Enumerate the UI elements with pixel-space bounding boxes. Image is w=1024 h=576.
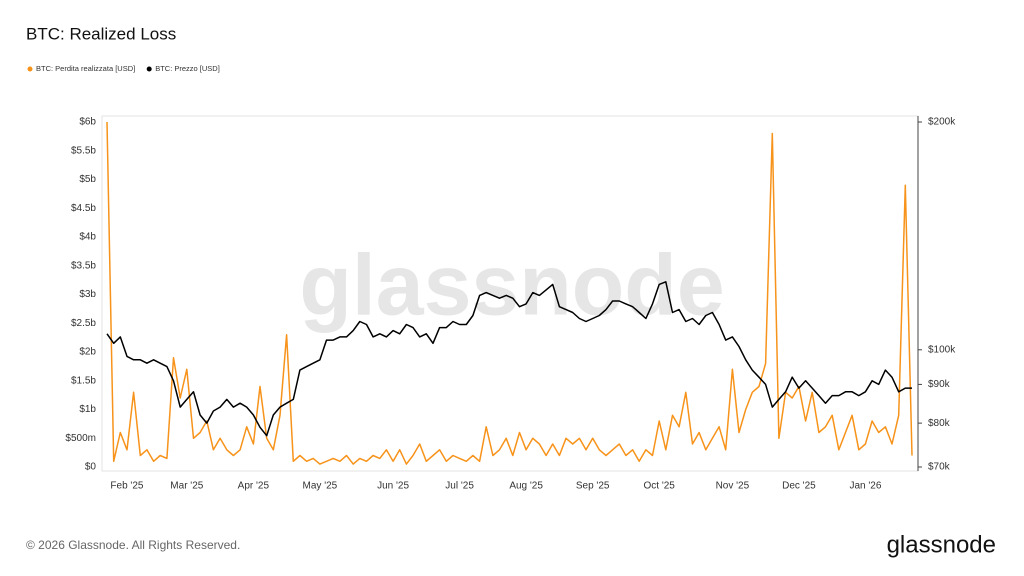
x-tick-label: Jun '25 bbox=[377, 481, 409, 492]
legend-label: BTC: Prezzo [USD] bbox=[155, 64, 220, 73]
legend-swatch bbox=[27, 66, 33, 72]
legend-label: BTC: Perdita realizzata [USD] bbox=[36, 64, 135, 73]
chart-title: BTC: Realized Loss bbox=[26, 24, 176, 43]
x-tick-label: Apr '25 bbox=[238, 481, 270, 492]
series-line bbox=[106, 121, 913, 465]
y-tick-label: $3.5b bbox=[71, 260, 96, 271]
x-tick-label: May '25 bbox=[303, 481, 338, 492]
watermark: glassnode bbox=[299, 238, 724, 334]
y-tick-label: $5.5b bbox=[71, 145, 96, 156]
y-tick-label: $2b bbox=[79, 347, 96, 358]
x-tick-label: Feb '25 bbox=[110, 481, 143, 492]
y-tick-label: $6b bbox=[79, 117, 96, 128]
y-tick-label: $4b bbox=[79, 232, 96, 243]
y-tick-label: $5b bbox=[79, 174, 96, 185]
x-tick-label: Mar '25 bbox=[170, 481, 203, 492]
x-tick-label: Sep '25 bbox=[576, 481, 610, 492]
x-tick-label: Dec '25 bbox=[782, 481, 816, 492]
y2-tick-label: $200k bbox=[928, 117, 956, 128]
x-tick-label: Oct '25 bbox=[644, 481, 676, 492]
x-tick-label: Aug '25 bbox=[509, 481, 543, 492]
y2-tick-label: $80k bbox=[928, 418, 951, 429]
x-tick-label: Jul '25 bbox=[445, 481, 474, 492]
y-tick-label: $0 bbox=[85, 462, 97, 473]
y2-tick-label: $70k bbox=[928, 462, 951, 473]
y-tick-label: $1b bbox=[79, 404, 96, 415]
y-tick-label: $500m bbox=[65, 433, 96, 444]
y-tick-label: $3b bbox=[79, 289, 96, 300]
y-tick-label: $4.5b bbox=[71, 203, 96, 214]
series-line bbox=[106, 281, 912, 437]
logo: glassnode bbox=[887, 531, 996, 558]
y-tick-label: $2.5b bbox=[71, 318, 96, 329]
y2-tick-label: $90k bbox=[928, 379, 951, 390]
y-tick-label: $1.5b bbox=[71, 375, 96, 386]
footer: © 2026 Glassnode. All Rights Reserved. bbox=[26, 538, 240, 552]
y2-tick-label: $100k bbox=[928, 344, 956, 355]
legend-swatch bbox=[146, 66, 152, 72]
x-tick-label: Jan '26 bbox=[849, 481, 881, 492]
x-tick-label: Nov '25 bbox=[716, 481, 750, 492]
